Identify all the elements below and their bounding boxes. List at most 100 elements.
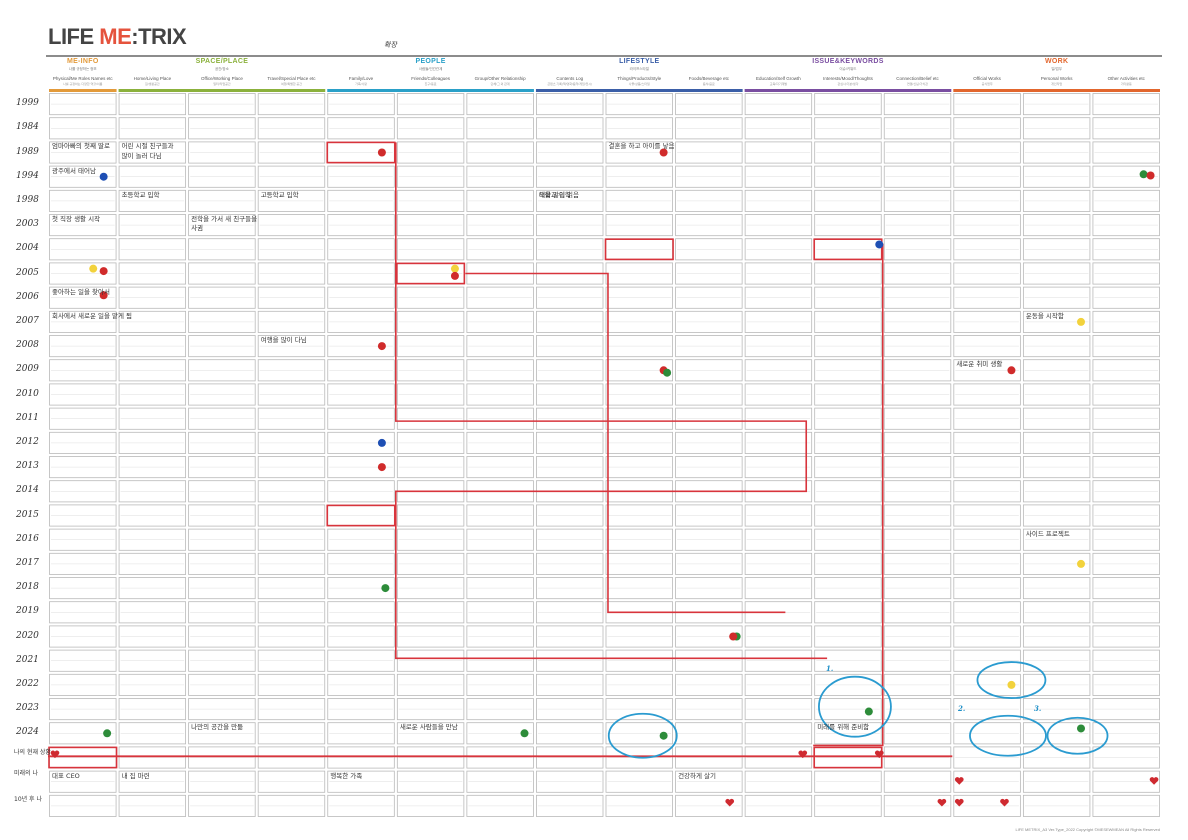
year-label: 2020	[16, 630, 39, 641]
circle-number-3: 3.	[1034, 704, 1042, 713]
grid-cell	[466, 625, 534, 648]
grid-cell	[883, 383, 952, 406]
grid-cell	[188, 601, 256, 624]
year-label: 2005	[16, 267, 39, 278]
grid-cell	[466, 286, 534, 309]
grid-cell	[1092, 673, 1160, 696]
grid-cell	[327, 262, 395, 285]
column-sublabel: 연결/신념/가치관	[907, 82, 929, 86]
grid-cell	[744, 794, 813, 817]
grid-cell	[466, 214, 534, 237]
year-label: 2007	[16, 315, 39, 326]
grid-cell	[1022, 93, 1091, 116]
grid-cell	[1092, 214, 1160, 237]
grid-cell	[327, 165, 395, 188]
grid-cell	[466, 794, 534, 817]
grid-cell	[605, 189, 673, 212]
sticker-dot	[663, 368, 672, 377]
grid-cell	[1092, 165, 1160, 188]
sticker-dot	[729, 632, 738, 641]
grid-cell	[188, 722, 256, 745]
grid-cell	[188, 383, 256, 406]
grid-cell	[466, 698, 534, 721]
grid-cell	[1092, 528, 1160, 551]
handwritten-note: 사귐	[191, 224, 204, 233]
side-label-current: 나의 현재 상황	[14, 749, 51, 756]
grid-cell	[1022, 359, 1091, 382]
grid-cell	[605, 625, 673, 648]
grid-cell	[49, 625, 117, 648]
grid-cell	[883, 262, 952, 285]
grid-cell	[396, 286, 465, 309]
grid-cell	[257, 577, 326, 600]
grid-cell	[49, 238, 117, 261]
year-label: 1999	[16, 98, 39, 109]
grid-cell	[49, 141, 117, 164]
grid-cell	[118, 528, 187, 551]
grid-cell	[327, 431, 395, 454]
grid-cell	[188, 310, 256, 333]
grid-cell	[188, 528, 256, 551]
grid-cell	[814, 649, 882, 672]
grid-cell	[466, 165, 534, 188]
handwritten-note: 광주에서 태어남	[52, 166, 96, 175]
grid-cell	[814, 504, 882, 527]
grid-cell	[814, 189, 882, 212]
column-sublabel: 가족/사랑	[355, 82, 367, 86]
grid-cell	[49, 407, 117, 430]
grid-cell	[466, 770, 534, 793]
grid-cell	[257, 407, 326, 430]
grid-cell	[744, 141, 813, 164]
grid-cell	[118, 770, 187, 793]
sticker-dot	[89, 264, 98, 273]
handwritten-note: 결혼을 하고 아이를 낳음	[608, 142, 675, 151]
grid-cell	[327, 93, 395, 116]
grid-cell	[466, 117, 534, 140]
grid-cell	[675, 238, 743, 261]
grid-cell	[814, 117, 882, 140]
grid-cell	[118, 625, 187, 648]
grid-cell	[49, 214, 117, 237]
sticker-dot	[659, 148, 668, 157]
grid-cell	[883, 480, 952, 503]
grid-cell	[396, 601, 465, 624]
grid-cell	[396, 141, 465, 164]
grid-cell	[188, 93, 256, 116]
grid-cell	[883, 238, 952, 261]
grid-cell	[605, 286, 673, 309]
grid-cell	[883, 407, 952, 430]
handwritten-note: 회사에서 새로운 일을 맡게 됨	[52, 311, 133, 320]
sticker-dot	[1077, 317, 1086, 326]
red-highlight-box	[813, 746, 883, 769]
grid-cell	[536, 214, 604, 237]
grid-cell	[605, 528, 673, 551]
grid-cell	[536, 407, 604, 430]
column-sublabel: 관심사/기분/생각	[837, 82, 859, 86]
grid-cell	[327, 601, 395, 624]
category-sublabel: 이슈/키워드	[839, 67, 857, 71]
sticker-dot	[520, 729, 529, 738]
year-label: 2004	[16, 243, 39, 254]
grid-cell	[814, 165, 882, 188]
grid-cell	[396, 407, 465, 430]
grid-cell	[744, 383, 813, 406]
grid-cell	[327, 794, 395, 817]
grid-cell	[257, 673, 326, 696]
grid-cell	[953, 262, 1021, 285]
grid-cell	[327, 577, 395, 600]
grid-cell	[744, 335, 813, 358]
sticker-dot	[99, 172, 108, 181]
grid-cell	[49, 480, 117, 503]
year-label: 2018	[16, 582, 39, 593]
grid-cell	[744, 310, 813, 333]
grid-cell	[1092, 431, 1160, 454]
blue-highlight-circle	[607, 712, 678, 759]
grid-cell	[257, 286, 326, 309]
grid-cell	[1092, 359, 1160, 382]
grid-cell	[1092, 310, 1160, 333]
grid-cell	[327, 722, 395, 745]
grid-cell	[1022, 794, 1091, 817]
sticker-dot	[377, 438, 386, 447]
